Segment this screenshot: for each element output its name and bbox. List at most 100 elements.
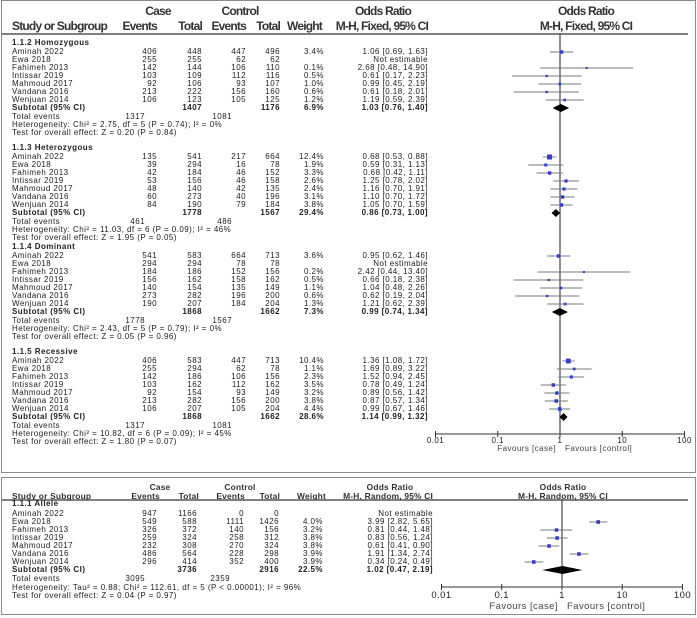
control-events: 40 (236, 192, 246, 201)
weight: 10.4% (299, 356, 324, 365)
control-total: 204 (265, 404, 280, 413)
control-total: 135 (265, 184, 280, 193)
subtotal-odds-ratio-ci: 1.14 [0.99, 1.32] (361, 412, 428, 421)
control-events: 156 (231, 396, 246, 405)
weight: 2.3% (303, 372, 324, 381)
study-name: Vandana 2016 (12, 396, 69, 405)
overall-effect-test: Test for overall effect: Z = 0.04 (P = 0… (12, 591, 177, 600)
plot-method: M-H, Fixed, 95% CI (539, 19, 633, 33)
control-events: 78 (236, 259, 246, 268)
column-group-odds-ratio: Odds Ratio (366, 482, 414, 492)
column-header-case-events: Events (122, 19, 157, 33)
weight: 3.6% (303, 251, 324, 260)
case-events: 326 (142, 525, 157, 534)
weight: 3.9% (302, 557, 323, 566)
subtotal-odds-ratio-ci: 1.02 [0.47, 2.19] (366, 565, 433, 574)
case-events: 135 (142, 152, 157, 161)
odds-ratio-ci: 0.61 [0.41, 0.90] (367, 541, 433, 550)
total-events-control: 1081 (212, 112, 232, 121)
subgroup-heading: 1.1.4 Dominant (12, 242, 76, 251)
heterogeneity-stats: Heterogeneity: Tau² = 0.88; Chi² = 112.6… (12, 583, 302, 592)
weight: 3.8% (302, 541, 323, 550)
case-total: 106 (187, 79, 202, 88)
study-name: Mahmoud 2017 (12, 541, 73, 550)
study-marker (558, 82, 562, 86)
odds-ratio-ci: 1.52 [0.94, 2.45] (362, 372, 428, 381)
study-marker (563, 98, 567, 102)
case-events: 406 (142, 47, 157, 56)
odds-ratio-ci: Not estimable (373, 259, 428, 268)
column-group-odds-ratio: Odds Ratio (354, 4, 412, 18)
total-events-label: Total events (12, 574, 61, 583)
odds-ratio-ci: 0.61 [0.17, 2.23] (362, 71, 428, 80)
weight: 2.4% (303, 184, 324, 193)
subtotal-weight: 29.4% (299, 208, 324, 217)
odds-ratio-ci: 0.66 [0.18, 2.38] (362, 275, 428, 284)
case-events: 549 (142, 517, 157, 526)
total-events-control: 2359 (210, 574, 230, 583)
subtotal-weight: 22.5% (298, 565, 323, 574)
case-total: 162 (187, 275, 202, 284)
control-total: 664 (265, 152, 280, 161)
case-events: 296 (142, 557, 157, 566)
column-group-case: Case (145, 4, 171, 18)
control-events: 258 (229, 533, 244, 542)
subtotal-odds-ratio-ci: 0.86 [0.73, 1.00] (361, 208, 428, 217)
case-events: 406 (142, 356, 157, 365)
case-total: 184 (187, 168, 202, 177)
bottom-panel-border (1, 477, 696, 615)
x-tick-label: 100 (677, 436, 692, 445)
control-total: 0 (274, 509, 279, 518)
favours-control-label: Favours [control] (567, 601, 646, 612)
study-marker (557, 407, 562, 411)
weight: 0.5% (303, 275, 324, 284)
study-name: Intissar 2019 (12, 176, 64, 185)
subgroup-heading: 1.1.1 Allele (12, 499, 59, 508)
x-tick-label: 1 (559, 590, 565, 601)
case-events: 42 (147, 168, 157, 177)
subtotal-diamond (551, 209, 560, 217)
odds-ratio-ci: 0.89 [0.56, 1.42] (362, 388, 428, 397)
control-total: 1426 (259, 517, 279, 526)
odds-ratio-ci: 1.06 [0.69, 1.63] (362, 47, 428, 56)
study-name: Aminah 2022 (12, 509, 65, 518)
favours-case-label: Favours [case] (497, 444, 556, 453)
odds-ratio-ci: 0.61 [0.18, 2.01] (362, 87, 428, 96)
weight: 1.2% (303, 95, 324, 104)
case-events: 103 (142, 71, 157, 80)
study-name: Wenjuan 2014 (12, 404, 69, 413)
study-marker (559, 286, 563, 290)
favours-case-label: Favours [case] (489, 601, 558, 612)
odds-ratio-ci: 1.91 [1.34, 2.74] (367, 549, 433, 558)
control-total: 156 (264, 525, 279, 534)
overall-effect-test: Test for overall effect: Z = 0.20 (P = 0… (12, 128, 177, 137)
case-total: 144 (187, 63, 202, 72)
control-total: 400 (264, 557, 279, 566)
study-marker (596, 520, 601, 524)
study-name: Fahimeh 2013 (12, 525, 69, 534)
x-tick-label: 0.01 (426, 436, 445, 445)
control-events: 105 (231, 404, 246, 413)
case-total: 207 (187, 404, 202, 413)
odds-ratio-ci: 0.81 [0.44, 1.48] (367, 525, 433, 534)
study-name: Mahmoud 2017 (12, 283, 73, 292)
study-name: Intissar 2019 (12, 533, 64, 542)
study-marker (564, 179, 568, 183)
heterogeneity-stats: Heterogeneity: Chi² = 10.82, df = 6 (P =… (12, 429, 232, 438)
subtotal-label: Subtotal (95% CI) (12, 307, 86, 316)
subtotal-diamond (552, 104, 570, 112)
control-events: 105 (231, 95, 246, 104)
case-total: 154 (187, 283, 202, 292)
subtotal-weight: 6.9% (303, 103, 324, 112)
total-events-control: 1081 (212, 421, 232, 430)
total-events-case: 1317 (125, 421, 145, 430)
study-name: Mahmoud 2017 (12, 388, 73, 397)
subtotal-weight: 28.6% (299, 412, 324, 421)
study-marker (547, 154, 553, 160)
weight: 4.0% (302, 517, 323, 526)
subtotal-case-total: 1778 (182, 208, 202, 217)
case-events: 255 (142, 364, 157, 373)
study-marker (560, 195, 565, 199)
control-events: 1111 (226, 517, 244, 526)
study-marker (547, 278, 550, 282)
